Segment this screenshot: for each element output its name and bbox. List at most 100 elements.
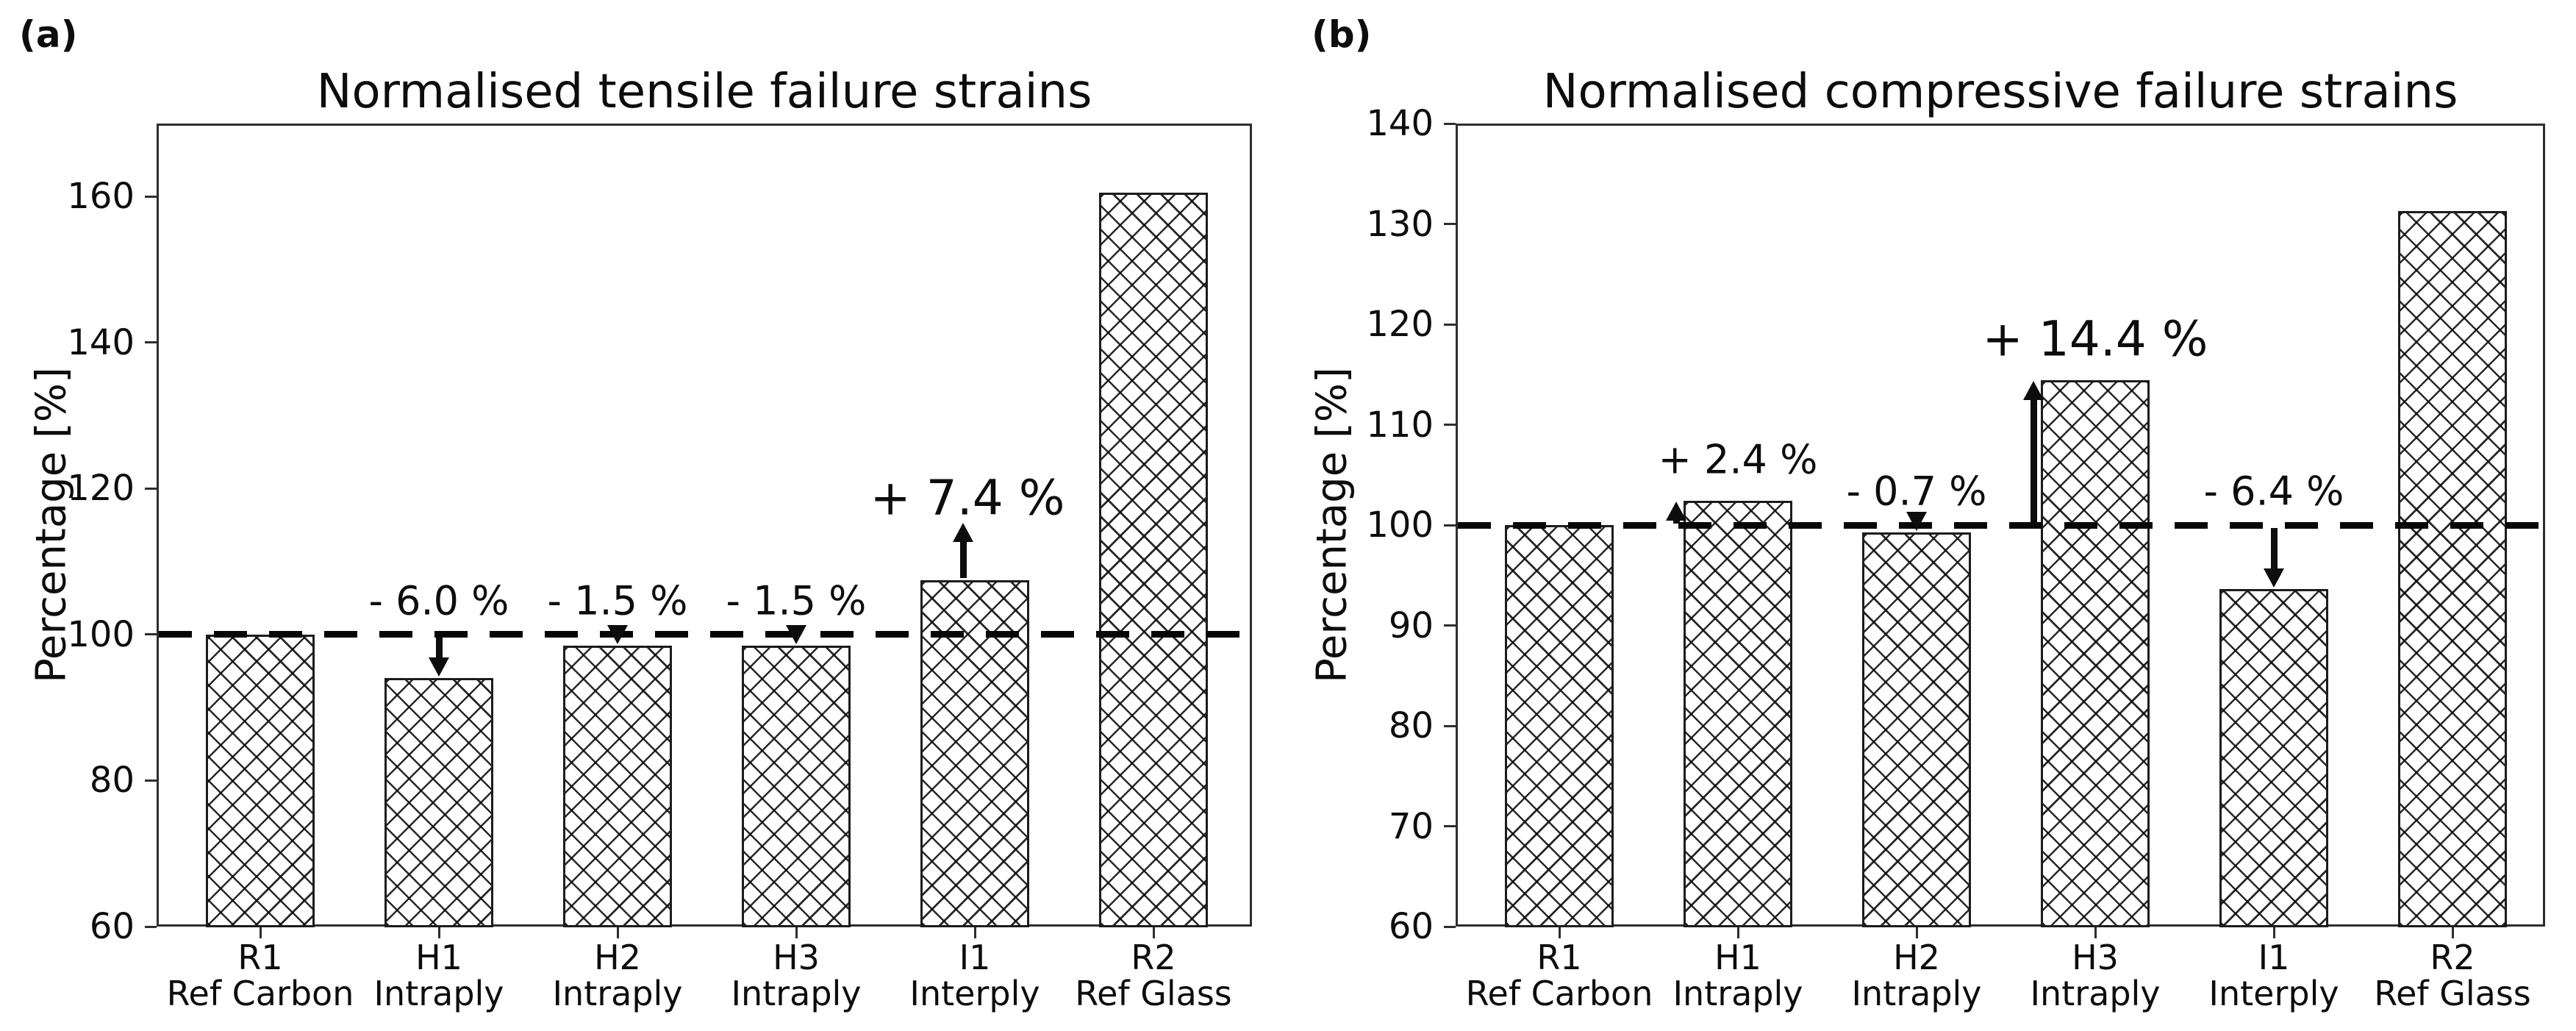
x-tick-label-b-H3: H3 Intraply [1933, 940, 2257, 1012]
y-tick-label-b: 100 [1366, 504, 1434, 546]
annotation-text-b-H3: + 14.4 % [1982, 310, 2208, 368]
y-tick-label-a: 160 [67, 176, 135, 218]
reference-line-a [159, 631, 1250, 638]
y-tick-label-a: 80 [89, 760, 135, 802]
x-tick-label-a-H3: H3 Intraply [634, 940, 958, 1012]
annotation-text-a-I1: + 7.4 % [870, 469, 1065, 527]
y-tick-a [145, 779, 157, 782]
up-arrow-stem [2030, 399, 2037, 524]
down-arrow-stem [2270, 528, 2278, 572]
y-tick-a [145, 341, 157, 344]
down-arrow-icon [429, 657, 449, 677]
chart-title-a: Normalised tensile failure strains [316, 65, 1092, 119]
up-arrow-stem [959, 541, 967, 579]
y-tick-b [1444, 424, 1456, 426]
annotation-text-b-H2: - 0.7 % [1846, 468, 1987, 515]
category-code: R2 [2430, 938, 2475, 977]
x-tick-a [973, 927, 976, 938]
category-family: Ref Carbon [1465, 974, 1653, 1013]
annotation-text-b-H1: + 2.4 % [1658, 436, 1818, 483]
category-family: Ref Glass [2374, 974, 2531, 1013]
x-tick-label-a-I1: I1 Interply [813, 940, 1137, 1012]
x-tick-b [1558, 927, 1561, 938]
y-tick-b [1444, 925, 1456, 928]
panel-label-b: (b) [1312, 13, 1372, 56]
category-code: H1 [415, 938, 462, 977]
bar-a-H3 [742, 645, 851, 927]
category-code: H2 [1893, 938, 1940, 977]
plot-area-a [157, 124, 1252, 927]
y-tick-b [1444, 524, 1456, 527]
bar-a-I1 [920, 580, 1029, 927]
x-tick-a [259, 927, 262, 938]
down-arrow-icon [786, 624, 806, 644]
y-tick-label-b: 60 [1388, 906, 1434, 947]
annotation-text-b-I1: - 6.4 % [2203, 468, 2344, 515]
y-tick-label-b: 80 [1388, 705, 1434, 746]
x-tick-a [1152, 927, 1155, 938]
category-code: I1 [959, 938, 991, 977]
x-tick-b [1736, 927, 1739, 938]
category-family: Ref Carbon [166, 974, 354, 1013]
panel-label-a: (a) [19, 13, 78, 56]
category-code: H3 [773, 938, 820, 977]
y-tick-a [145, 633, 157, 636]
y-tick-b [1444, 724, 1456, 727]
category-family: Intraply [1851, 974, 1982, 1013]
y-tick-label-b: 140 [1366, 103, 1434, 144]
category-family: Intraply [2030, 974, 2161, 1013]
up-arrow-icon [2023, 381, 2044, 401]
bar-a-H2 [563, 645, 672, 927]
y-tick-b [1444, 223, 1456, 225]
annotation-text-a-H1: - 6.0 % [368, 577, 509, 624]
y-tick-label-a: 120 [67, 468, 135, 510]
x-tick-label-a-R2: R2 Ref Glass [992, 940, 1315, 1012]
down-arrow-icon [607, 624, 628, 644]
y-tick-b [1444, 624, 1456, 627]
x-tick-label-b-R1: R1 Ref Carbon [1398, 940, 1721, 1012]
bar-b-H1 [1684, 501, 1792, 927]
y-tick-b [1444, 323, 1456, 326]
y-tick-b [1444, 825, 1456, 827]
bar-b-R1 [1505, 525, 1614, 927]
x-tick-label-a-R1: R1 Ref Carbon [99, 940, 422, 1012]
x-tick-b [2272, 927, 2275, 938]
bar-b-H3 [2041, 380, 2150, 927]
y-tick-label-b: 90 [1388, 604, 1434, 646]
bar-b-R2 [2398, 210, 2507, 927]
y-tick-a [145, 925, 157, 928]
y-tick-b [1444, 122, 1456, 125]
up-arrow-icon [1666, 502, 1686, 521]
reference-line-b [1458, 521, 2543, 529]
x-tick-a [437, 927, 440, 938]
annotation-text-a-H2: - 1.5 % [547, 577, 688, 624]
category-family: Ref Glass [1075, 974, 1232, 1013]
category-family: Intraply [552, 974, 683, 1013]
category-code: H1 [1714, 938, 1761, 977]
y-tick-label-b: 130 [1366, 203, 1434, 245]
annotation-text-a-H3: - 1.5 % [726, 577, 867, 624]
x-tick-label-a-H1: H1 Intraply [277, 940, 601, 1012]
y-tick-label-a: 60 [89, 906, 135, 947]
category-family: Interply [909, 974, 1040, 1013]
x-tick-b [1915, 927, 1918, 938]
y-tick-a [145, 195, 157, 198]
down-arrow-icon [1906, 511, 1927, 531]
bar-a-R2 [1099, 193, 1208, 927]
up-arrow-icon [953, 523, 973, 543]
down-arrow-icon [2264, 568, 2284, 588]
x-tick-label-b-H1: H1 Intraply [1576, 940, 1900, 1012]
up-arrow-stem [1672, 519, 1680, 524]
bar-a-H1 [384, 678, 493, 927]
category-code: I1 [2258, 938, 2290, 977]
x-tick-label-b-I1: I1 Interply [2112, 940, 2436, 1012]
y-tick-label-b: 70 [1388, 805, 1434, 847]
category-family: Intraply [1672, 974, 1803, 1013]
y-tick-a [145, 487, 157, 490]
bar-b-I1 [2219, 589, 2328, 927]
category-code: R2 [1131, 938, 1176, 977]
y-tick-label-b: 110 [1366, 404, 1434, 446]
x-tick-a [616, 927, 619, 938]
y-tick-label-a: 140 [67, 321, 135, 363]
